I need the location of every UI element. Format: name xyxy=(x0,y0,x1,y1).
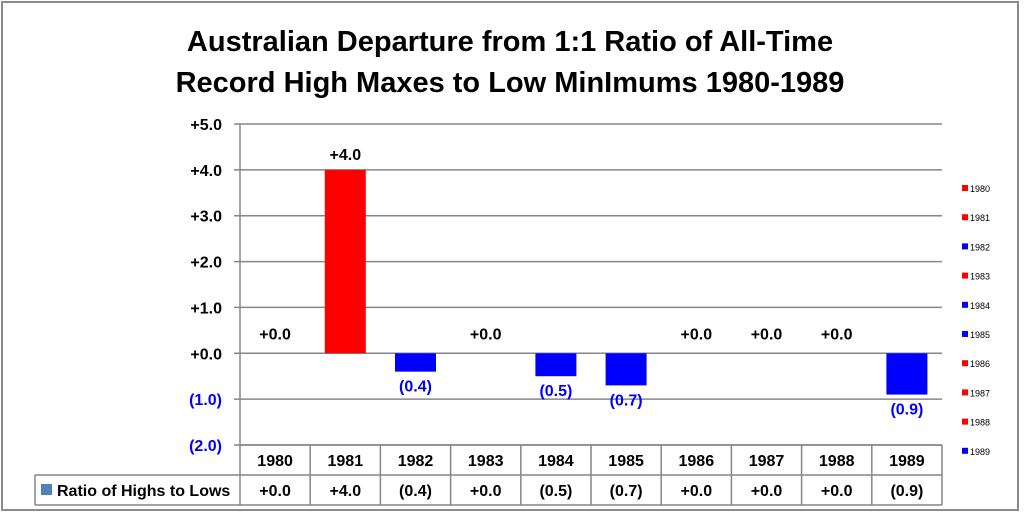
series-legend-swatch xyxy=(41,484,52,495)
bar xyxy=(395,353,436,372)
series-name: Ratio of Highs to Lows xyxy=(57,483,230,500)
legend-label: 1984 xyxy=(970,301,990,311)
legend-label: 1982 xyxy=(970,242,990,252)
data-label: +0.0 xyxy=(751,326,783,343)
data-label: +0.0 xyxy=(259,326,291,343)
data-label: (0.7) xyxy=(610,392,643,409)
legend-swatch xyxy=(962,272,968,279)
table-value: +0.0 xyxy=(751,483,783,500)
title-line-2: Record High Maxes to Low MinImums 1980-1… xyxy=(175,67,845,99)
x-tick-label: 1987 xyxy=(749,453,785,470)
table-value: +0.0 xyxy=(470,483,502,500)
legend-label: 1983 xyxy=(970,272,990,282)
data-label: +0.0 xyxy=(681,326,713,343)
legend-label: 1980 xyxy=(970,184,990,194)
table-value: +0.0 xyxy=(821,483,853,500)
table-value: +4.0 xyxy=(330,483,362,500)
legend-swatch xyxy=(962,389,968,396)
y-tick-label: +2.0 xyxy=(190,255,222,272)
y-tick-label: +4.0 xyxy=(190,163,222,180)
x-tick-label: 1989 xyxy=(889,453,925,470)
x-tick-label: 1985 xyxy=(608,453,644,470)
x-tick-label: 1982 xyxy=(398,453,434,470)
legend-swatch xyxy=(962,185,968,191)
legend-label: 1986 xyxy=(970,359,990,369)
legend-label: 1989 xyxy=(970,447,990,457)
legend-label: 1981 xyxy=(970,213,990,223)
table-value: (0.5) xyxy=(539,483,572,500)
data-label: +0.0 xyxy=(470,326,502,343)
table-value: +0.0 xyxy=(259,483,291,500)
table-value: (0.9) xyxy=(890,483,923,500)
table-value: (0.4) xyxy=(399,483,432,500)
data-label: (0.5) xyxy=(539,383,572,400)
chart-title: Australian Departure from 1:1 Ratio of A… xyxy=(100,22,920,104)
y-tick-label: +1.0 xyxy=(190,300,222,317)
x-tick-label: 1980 xyxy=(257,453,293,470)
data-label: +0.0 xyxy=(821,326,853,343)
data-label: (0.4) xyxy=(399,379,432,396)
bar xyxy=(886,353,928,395)
x-tick-label: 1981 xyxy=(328,453,364,470)
legend-swatch xyxy=(962,243,968,250)
legend-swatch xyxy=(962,360,968,367)
y-tick-label: (2.0) xyxy=(189,438,222,455)
title-line-1: Australian Departure from 1:1 Ratio of A… xyxy=(186,26,834,58)
data-label: +4.0 xyxy=(330,147,362,164)
legend-swatch xyxy=(962,301,968,308)
y-tick-label: +5.0 xyxy=(190,117,222,134)
x-tick-label: 1983 xyxy=(468,453,504,470)
data-label: (0.9) xyxy=(890,402,923,419)
legend-swatch xyxy=(962,418,968,425)
legend-swatch xyxy=(962,214,968,221)
bar xyxy=(535,353,577,377)
legend-swatch xyxy=(962,447,968,454)
table-value: +0.0 xyxy=(681,483,713,500)
legend-swatch xyxy=(962,331,968,337)
legend-label: 1988 xyxy=(970,418,990,428)
legend-label: 1987 xyxy=(970,388,990,398)
bar xyxy=(324,169,366,354)
legend-label: 1985 xyxy=(970,330,990,340)
x-tick-label: 1988 xyxy=(819,453,855,470)
x-tick-label: 1984 xyxy=(538,453,574,470)
y-tick-label: +3.0 xyxy=(190,209,222,226)
y-tick-label: (1.0) xyxy=(189,392,222,409)
y-tick-label: +0.0 xyxy=(190,346,222,363)
table-value: (0.7) xyxy=(610,483,643,500)
bar xyxy=(605,353,647,386)
x-tick-label: 1986 xyxy=(679,453,715,470)
